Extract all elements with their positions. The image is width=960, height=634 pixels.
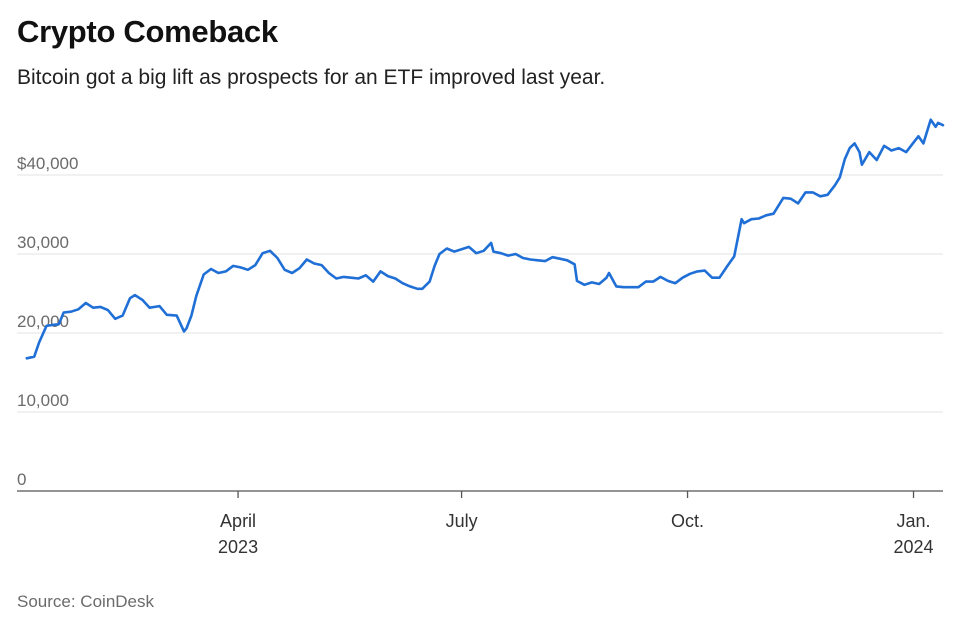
x-tick-year-label: 2024 [894, 537, 934, 557]
x-tick-label: July [446, 511, 478, 531]
series-line-bitcoin-price [25, 118, 945, 360]
chart-subtitle: Bitcoin got a big lift as prospects for … [17, 66, 606, 89]
series-layer [25, 118, 945, 360]
y-tick-label: 30,000 [17, 233, 69, 252]
y-tick-label: 20,000 [17, 312, 69, 331]
x-tick-label: April [220, 511, 256, 531]
gridlines [17, 174, 943, 413]
x-tick-year-label: 2023 [218, 537, 258, 557]
y-tick-label: $40,000 [17, 154, 78, 173]
chart-title: Crypto Comeback [17, 14, 278, 49]
x-axis: April 2023 July Oct. Jan. 2024 [17, 490, 943, 557]
y-axis-tick-labels: 0 10,000 20,000 30,000 $40,000 [17, 154, 78, 489]
y-tick-label: 0 [17, 470, 26, 489]
x-tick-label: Jan. [897, 511, 931, 531]
source-note: Source: CoinDesk [17, 592, 155, 611]
y-tick-label: 10,000 [17, 391, 69, 410]
x-tick-label: Oct. [671, 511, 704, 531]
